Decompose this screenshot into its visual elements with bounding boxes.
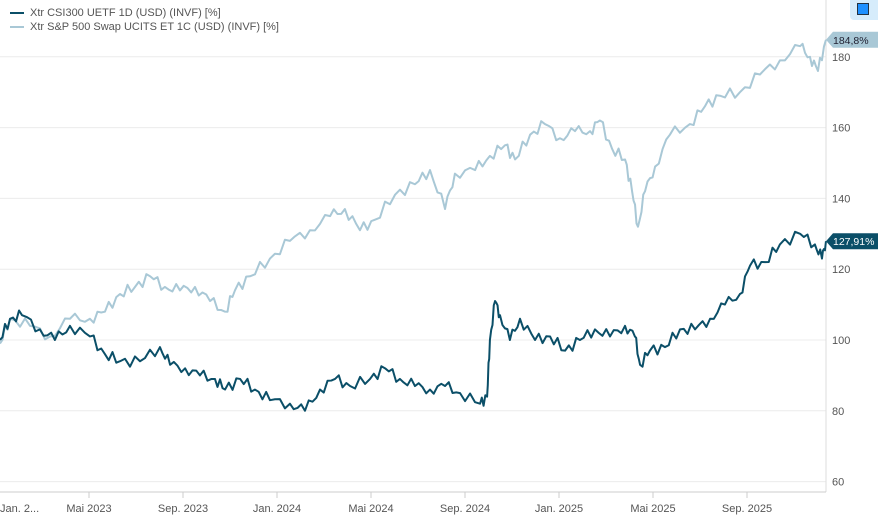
square-icon [857, 3, 869, 15]
series-line-csi300 [0, 230, 827, 412]
x-tick-label: Mai 2023 [66, 503, 111, 515]
legend-label: Xtr S&P 500 Swap UCITS ET 1C (USD) (INVF… [30, 21, 279, 33]
legend-swatch [10, 12, 24, 14]
last-value-label: 184,8% [833, 35, 869, 47]
series-line-sp500 [0, 39, 827, 345]
legend-swatch [10, 26, 24, 28]
last-value-badge [826, 233, 878, 250]
y-tick-label: 160 [832, 123, 850, 135]
x-tick-label: Jan. 2024 [253, 503, 301, 515]
x-tick-label: Mai 2024 [348, 503, 393, 515]
last-value-label: 127,91% [833, 236, 874, 248]
x-tick-label: Mai 2025 [630, 503, 675, 515]
x-tick-label: Sep. 2025 [722, 503, 772, 515]
legend-item-sp500[interactable]: Xtr S&P 500 Swap UCITS ET 1C (USD) (INVF… [10, 20, 279, 34]
y-tick-label: 60 [832, 477, 844, 489]
legend: Xtr CSI300 UETF 1D (USD) (INVF) [%] Xtr … [10, 6, 279, 34]
legend-item-csi300[interactable]: Xtr CSI300 UETF 1D (USD) (INVF) [%] [10, 6, 279, 20]
y-tick-label: 140 [832, 193, 850, 205]
last-value-badge [826, 31, 878, 48]
legend-label: Xtr CSI300 UETF 1D (USD) (INVF) [%] [30, 7, 221, 19]
x-tick-label: Sep. 2023 [158, 503, 208, 515]
chart-options-button[interactable] [850, 0, 878, 20]
y-tick-label: 80 [832, 406, 844, 418]
y-tick-label: 120 [832, 264, 850, 276]
x-tick-label: Sep. 2024 [440, 503, 490, 515]
x-tick-label: Jan. 2025 [535, 503, 583, 515]
y-tick-label: 100 [832, 335, 850, 347]
y-tick-label: 180 [832, 52, 850, 64]
x-tick-label: Jan. 2... [0, 503, 39, 515]
